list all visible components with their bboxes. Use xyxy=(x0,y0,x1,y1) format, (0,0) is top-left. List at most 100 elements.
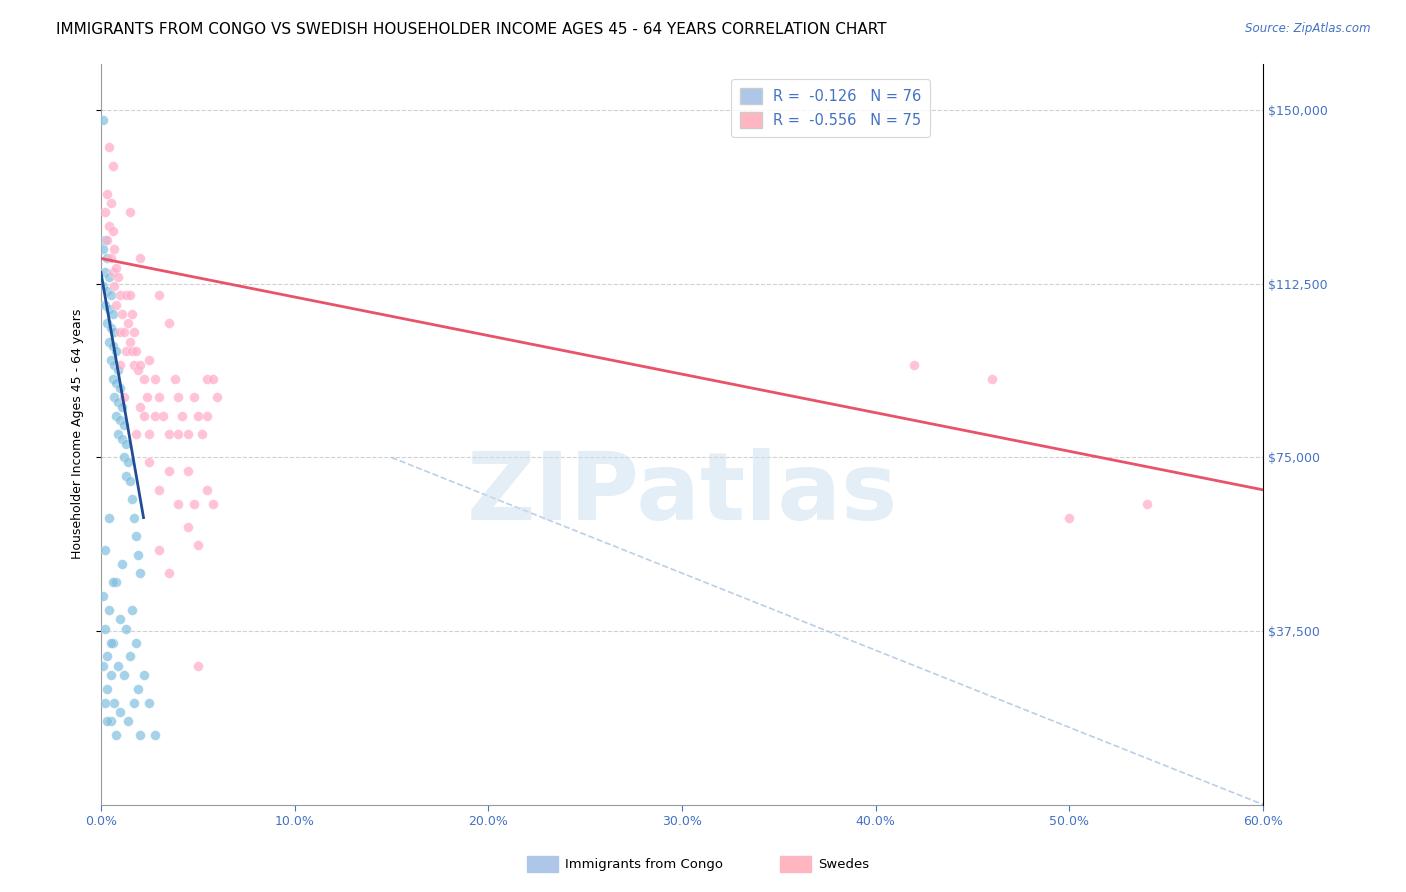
Point xyxy=(118,205,141,219)
Point xyxy=(903,358,925,372)
Point xyxy=(105,728,128,742)
Point xyxy=(125,343,148,358)
Point xyxy=(110,705,132,719)
Point xyxy=(148,543,170,558)
Point xyxy=(115,436,138,450)
Point xyxy=(117,455,139,469)
Point xyxy=(110,381,132,395)
Point xyxy=(132,668,155,682)
Text: Immigrants from Congo: Immigrants from Congo xyxy=(565,858,723,871)
Y-axis label: Householder Income Ages 45 - 64 years: Householder Income Ages 45 - 64 years xyxy=(72,310,84,559)
Point xyxy=(100,195,122,210)
Point xyxy=(138,427,160,442)
Point xyxy=(107,362,129,376)
Point xyxy=(115,622,138,636)
Point xyxy=(105,409,128,423)
Point xyxy=(96,714,118,729)
Legend: R =  -0.126   N = 76, R =  -0.556   N = 75: R = -0.126 N = 76, R = -0.556 N = 75 xyxy=(731,78,931,137)
Point xyxy=(117,714,139,729)
Point xyxy=(91,279,114,293)
Point xyxy=(143,372,166,386)
Point xyxy=(107,269,129,284)
Point xyxy=(111,400,134,414)
Point xyxy=(172,409,194,423)
Point xyxy=(111,557,134,571)
Point xyxy=(100,321,122,335)
Point xyxy=(118,474,141,488)
Point xyxy=(110,288,132,302)
Point xyxy=(107,395,129,409)
Point xyxy=(101,265,124,279)
Point xyxy=(100,714,122,729)
Point xyxy=(107,658,129,673)
Point xyxy=(122,358,145,372)
Point xyxy=(163,372,186,386)
Point xyxy=(127,548,149,562)
Point xyxy=(96,284,118,298)
Point xyxy=(157,566,180,581)
Point xyxy=(167,497,190,511)
Point xyxy=(980,372,1002,386)
Point xyxy=(148,483,170,497)
Point xyxy=(202,372,225,386)
Point xyxy=(97,510,120,524)
Point xyxy=(115,343,138,358)
Point xyxy=(136,390,159,404)
Point xyxy=(187,658,209,673)
Point xyxy=(94,205,117,219)
Point xyxy=(157,427,180,442)
Point xyxy=(127,362,149,376)
Point xyxy=(101,339,124,353)
Point xyxy=(122,326,145,340)
Point xyxy=(138,455,160,469)
Point xyxy=(187,409,209,423)
Point xyxy=(105,260,128,275)
Point xyxy=(128,566,150,581)
Point xyxy=(101,159,124,173)
Point xyxy=(138,696,160,710)
Point xyxy=(97,269,120,284)
Text: IMMIGRANTS FROM CONGO VS SWEDISH HOUSEHOLDER INCOME AGES 45 - 64 YEARS CORRELATI: IMMIGRANTS FROM CONGO VS SWEDISH HOUSEHO… xyxy=(56,22,887,37)
Point xyxy=(96,649,118,664)
Point xyxy=(101,575,124,590)
Point xyxy=(97,302,120,317)
Point xyxy=(111,432,134,446)
Point xyxy=(91,589,114,603)
Point xyxy=(96,252,118,266)
Point xyxy=(197,409,219,423)
Point xyxy=(128,400,150,414)
Point xyxy=(132,372,155,386)
Point xyxy=(121,307,143,321)
Point xyxy=(94,543,117,558)
Point xyxy=(101,635,124,649)
Point xyxy=(128,358,150,372)
Point xyxy=(143,728,166,742)
Point xyxy=(94,696,117,710)
Point xyxy=(122,510,145,524)
Point xyxy=(105,343,128,358)
Point xyxy=(101,307,124,321)
Point xyxy=(177,464,200,478)
Point xyxy=(94,622,117,636)
Point xyxy=(121,603,143,617)
Point xyxy=(94,233,117,247)
Point xyxy=(112,390,135,404)
Point xyxy=(183,390,205,404)
Point xyxy=(197,372,219,386)
Point xyxy=(121,343,143,358)
Point xyxy=(110,358,132,372)
Point xyxy=(111,307,134,321)
Point xyxy=(121,492,143,507)
Point xyxy=(100,288,122,302)
Point xyxy=(177,520,200,534)
Point xyxy=(143,409,166,423)
Point xyxy=(1136,497,1159,511)
Point xyxy=(96,316,118,330)
Point xyxy=(91,242,114,256)
Point xyxy=(103,242,125,256)
Point xyxy=(91,658,114,673)
Point xyxy=(128,728,150,742)
Point xyxy=(125,427,148,442)
Point xyxy=(205,390,228,404)
Point xyxy=(118,334,141,349)
